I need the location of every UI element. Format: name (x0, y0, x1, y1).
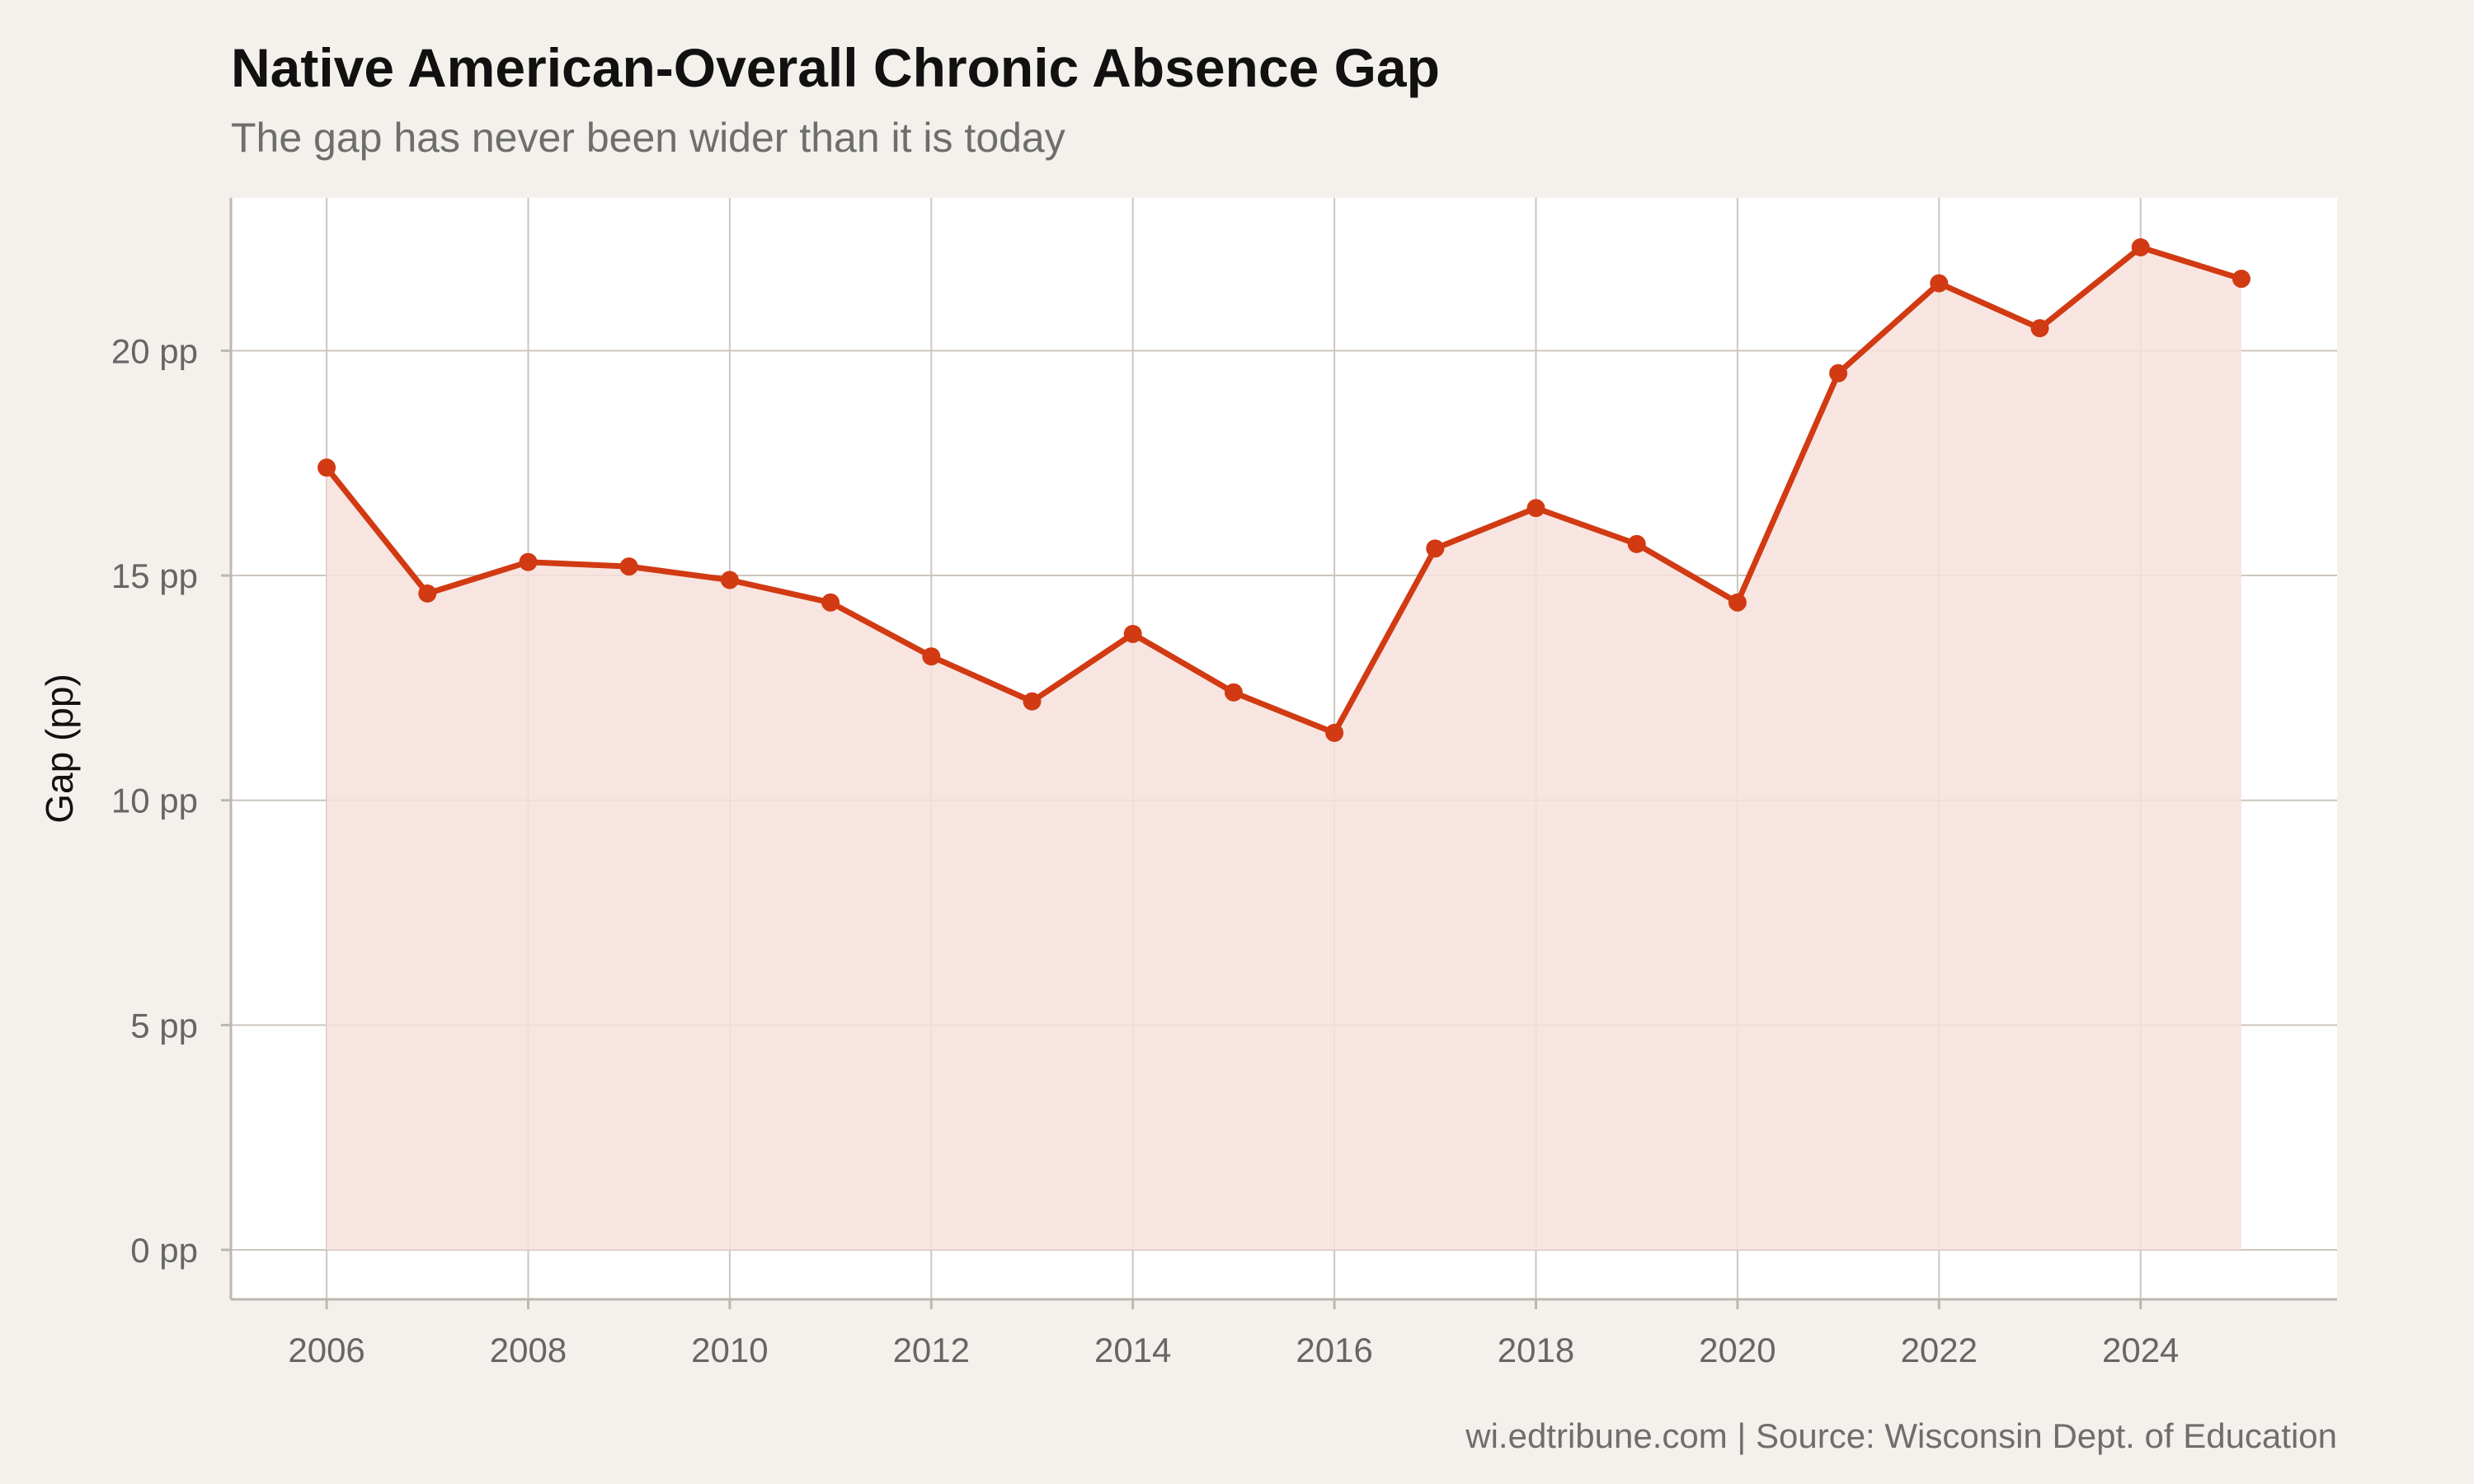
x-tick-label: 2012 (893, 1331, 970, 1369)
y-tick-label: 5 pp (130, 1006, 198, 1045)
data-point (1627, 534, 1646, 553)
point-layer (317, 237, 2251, 742)
data-point (1023, 692, 1042, 711)
data-point (1930, 274, 1949, 293)
y-axis-title: Gap (pp) (38, 674, 81, 824)
data-point (1426, 539, 1445, 558)
series-area (327, 247, 2241, 1251)
x-tick-label: 2022 (1901, 1331, 1978, 1369)
data-point (418, 584, 437, 603)
data-point (1224, 683, 1243, 702)
x-tick-label: 2008 (490, 1331, 567, 1369)
y-tick-label: 0 pp (130, 1231, 198, 1270)
x-tick-label: 2020 (1699, 1331, 1776, 1369)
x-tick-label: 2010 (691, 1331, 768, 1369)
chart-title: Native American-Overall Chronic Absence … (231, 37, 1440, 98)
x-tick-label: 2014 (1094, 1331, 1171, 1369)
data-point (1325, 723, 1344, 742)
chart-subtitle: The gap has never been wider than it is … (231, 115, 1065, 161)
data-point (2030, 319, 2049, 338)
x-tick-label: 2006 (288, 1331, 365, 1369)
x-tick-labels: 2006 2008 2010 2012 2014 2016 2018 2020 2022 2024 (288, 1299, 2179, 1369)
series-line (323, 244, 2245, 736)
data-point (519, 552, 538, 571)
x-tick-label: 2016 (1296, 1331, 1372, 1369)
data-point (1526, 499, 1545, 518)
data-point (720, 571, 739, 589)
source-caption: wi.edtribune.com | Source: Wisconsin Dep… (1465, 1416, 2337, 1455)
data-point (1829, 364, 1848, 383)
y-tick-label: 15 pp (111, 556, 198, 595)
line-layer (323, 244, 2245, 736)
y-tick-label: 20 pp (111, 331, 198, 370)
y-tick-label: 10 pp (111, 782, 198, 820)
x-tick-label: 2024 (2102, 1331, 2179, 1369)
data-point (317, 458, 336, 477)
data-point (2131, 237, 2150, 256)
data-point (619, 557, 638, 576)
area-layer (327, 247, 2241, 1251)
data-point (1728, 593, 1747, 612)
x-tick-label: 2018 (1498, 1331, 1574, 1369)
data-point (922, 647, 941, 666)
data-point (2232, 270, 2251, 289)
data-point (1123, 624, 1142, 643)
data-point (821, 593, 840, 612)
y-tick-labels: 0 pp 5 pp 10 pp 15 pp 20 pp (111, 331, 231, 1270)
